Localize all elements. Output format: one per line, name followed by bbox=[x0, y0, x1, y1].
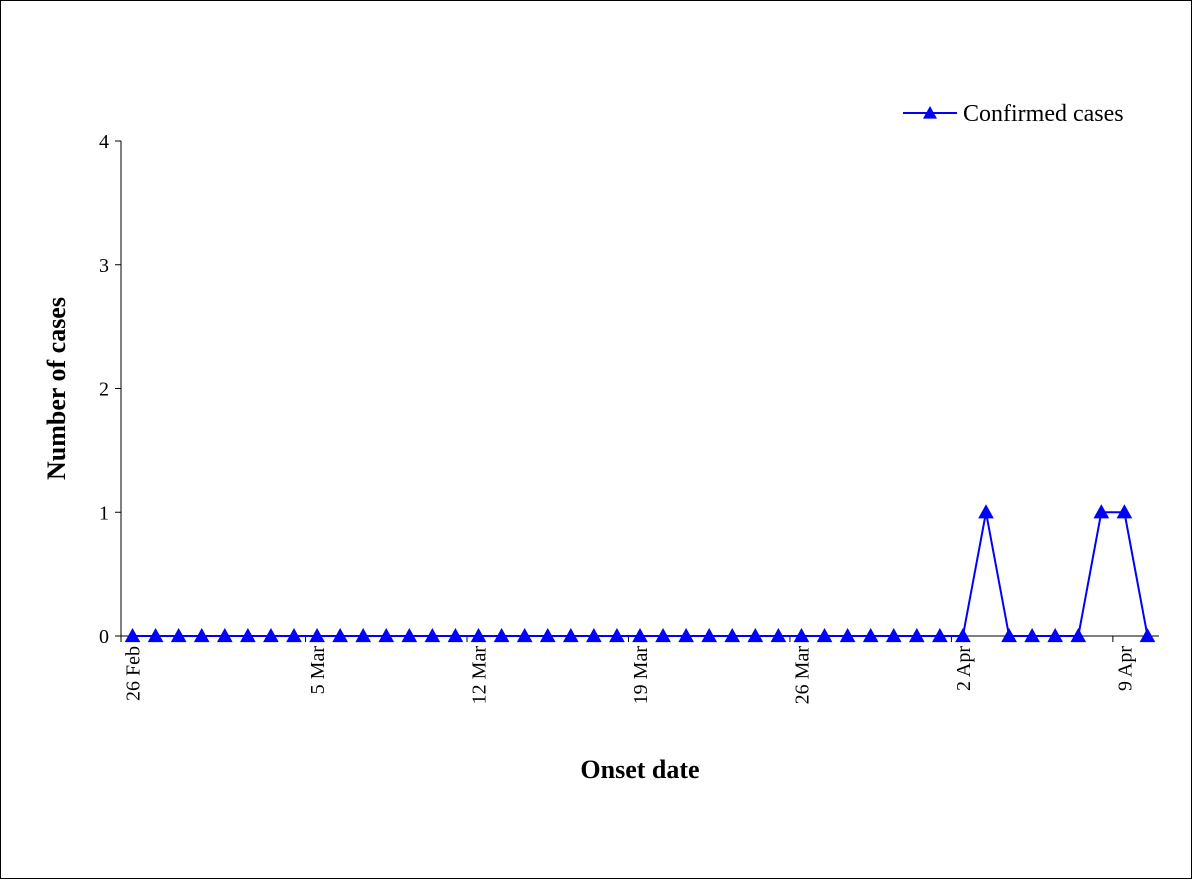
data-point-marker bbox=[355, 627, 372, 643]
data-point-marker bbox=[1070, 627, 1087, 643]
x-tick-label: 19 Mar bbox=[630, 646, 652, 705]
data-point-marker bbox=[240, 627, 256, 643]
data-point-marker bbox=[539, 627, 556, 643]
x-tick-label: 9 Apr bbox=[1114, 646, 1136, 691]
data-point-marker bbox=[401, 627, 418, 643]
data-point-marker bbox=[378, 627, 395, 643]
data-point-marker bbox=[1047, 627, 1064, 643]
x-tick-label: 12 Mar bbox=[469, 646, 491, 705]
data-point-marker bbox=[955, 627, 971, 643]
data-point-marker bbox=[147, 627, 164, 643]
x-axis-title: Onset date bbox=[580, 755, 699, 784]
data-point-marker bbox=[701, 627, 718, 643]
series-line-confirmed-cases bbox=[132, 511, 1149, 637]
data-point-marker bbox=[586, 627, 602, 643]
data-point-marker bbox=[816, 627, 833, 643]
data-point-marker bbox=[263, 627, 279, 643]
data-point-marker bbox=[447, 627, 464, 643]
data-point-marker bbox=[1139, 627, 1156, 643]
data-point-marker bbox=[908, 627, 925, 643]
data-point-marker bbox=[793, 627, 810, 643]
x-tick-label: 26 Feb bbox=[123, 646, 145, 701]
data-point-marker bbox=[309, 627, 325, 643]
data-point-marker bbox=[424, 627, 441, 643]
data-point-marker bbox=[1001, 627, 1017, 643]
data-point-marker bbox=[516, 627, 533, 643]
data-point-marker bbox=[1093, 504, 1110, 519]
data-point-marker bbox=[632, 627, 648, 643]
data-point-marker bbox=[470, 627, 487, 643]
data-point-marker bbox=[170, 627, 187, 643]
data-point-marker bbox=[124, 627, 141, 643]
y-axis-title: Number of cases bbox=[42, 297, 71, 480]
data-point-marker bbox=[216, 627, 233, 643]
data-point-marker bbox=[724, 627, 741, 643]
data-point-marker bbox=[655, 627, 671, 643]
legend-label: Confirmed cases bbox=[963, 101, 1124, 127]
data-point-marker bbox=[286, 627, 302, 643]
x-tick-labels: 26 Feb 5 Mar 12 Mar 19 Mar 26 Mar 2 Apr 9 Apr bbox=[123, 646, 1137, 705]
data-point-marker bbox=[978, 504, 994, 519]
y-tick-label: 1 bbox=[99, 502, 109, 524]
axes bbox=[115, 140, 1159, 642]
data-point-marker bbox=[493, 627, 510, 643]
x-tick-label: 2 Apr bbox=[953, 646, 975, 691]
data-point-marker bbox=[885, 627, 902, 643]
data-point-marker bbox=[678, 627, 694, 643]
y-tick-label: 0 bbox=[99, 626, 109, 648]
data-point-marker bbox=[332, 627, 348, 643]
data-point-marker bbox=[193, 627, 210, 643]
data-point-marker bbox=[862, 627, 879, 643]
data-point-marker bbox=[932, 627, 948, 643]
x-tick-label: 26 Mar bbox=[791, 646, 813, 705]
data-point-marker bbox=[609, 627, 625, 643]
legend-triangle-marker bbox=[923, 106, 937, 119]
y-tick-label: 4 bbox=[99, 131, 109, 153]
y-tick-labels: 0 1 2 3 4 bbox=[99, 131, 109, 648]
data-point-marker bbox=[1024, 627, 1040, 643]
legend: Confirmed cases bbox=[903, 101, 1124, 127]
data-point-marker bbox=[562, 627, 579, 643]
data-point-marker bbox=[1116, 504, 1133, 519]
series-layer bbox=[124, 504, 1156, 643]
data-point-marker bbox=[747, 627, 764, 643]
x-tick-label: 5 Mar bbox=[307, 646, 329, 695]
data-point-marker bbox=[839, 627, 856, 643]
y-tick-label: 2 bbox=[99, 379, 109, 401]
data-point-marker bbox=[770, 627, 787, 643]
y-tick-label: 3 bbox=[99, 255, 109, 277]
